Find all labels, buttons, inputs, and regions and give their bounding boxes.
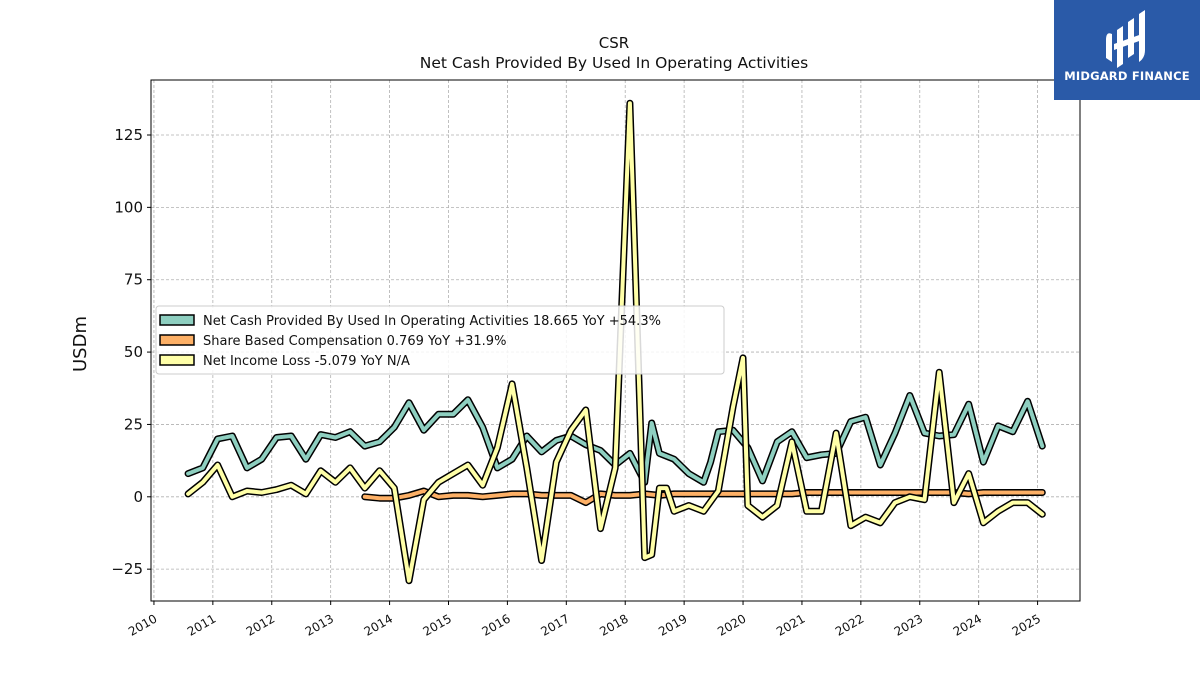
legend-item: Net Cash Provided By Used In Operating A…: [159, 314, 661, 329]
legend-label: Net Income Loss -5.079 YoY N/A: [203, 354, 410, 369]
legend-label: Net Cash Provided By Used In Operating A…: [203, 314, 661, 329]
x-tick-label: 2016: [479, 611, 512, 638]
legend-item: Net Income Loss -5.079 YoY N/A: [159, 354, 410, 369]
y-tick-label: 0: [133, 488, 143, 506]
y-tick-label: −25: [111, 560, 143, 578]
series-line-share-based-compensation: [362, 489, 1045, 505]
y-tick-label: 50: [124, 343, 143, 361]
y-tick-label: 125: [114, 126, 143, 144]
x-tick-label: 2022: [833, 611, 866, 638]
x-tick-label: 2024: [951, 611, 984, 638]
x-tick-label: 2012: [244, 611, 277, 638]
x-tick-label: 2017: [538, 611, 571, 638]
x-ticks: 2010 2011 2012 2013 2014 2015 2016 2017 2018 2019…: [126, 601, 1043, 639]
legend-swatch: [159, 314, 195, 326]
series-line-net-cash-provided-by-used-in-operating-activities: [186, 393, 1045, 485]
x-tick-label: 2019: [656, 611, 689, 638]
x-tick-label: 2021: [774, 611, 807, 638]
legend-label: Share Based Compensation 0.769 YoY +31.9…: [203, 334, 506, 349]
x-tick-label: 2014: [362, 611, 395, 638]
x-tick-label: 2025: [1010, 611, 1043, 638]
y-axis-label: USDm: [70, 316, 91, 372]
legend-swatch: [159, 334, 195, 346]
x-tick-label: 2015: [421, 611, 454, 638]
plot-frame: [150, 79, 1081, 602]
y-ticks: −25 0 25 50 75 100 125: [111, 126, 151, 578]
x-tick-label: 2020: [715, 611, 748, 638]
x-tick-label: 2023: [892, 611, 925, 638]
logo-mark-icon: [1106, 10, 1145, 68]
legend: Net Cash Provided By Used In Operating A…: [155, 305, 725, 375]
chart-subtitle: Net Cash Provided By Used In Operating A…: [420, 54, 808, 72]
legend-swatch: [159, 354, 195, 366]
x-tick-label: 2013: [303, 611, 336, 638]
legend-item: Share Based Compensation 0.769 YoY +31.9…: [159, 334, 506, 349]
y-tick-label: 75: [124, 271, 143, 289]
chart-title: CSR: [599, 34, 629, 52]
x-tick-label: 2010: [126, 611, 159, 638]
midgard-finance-logo: MIDGARD FINANCE: [1054, 0, 1200, 100]
x-tick-label: 2011: [185, 611, 218, 638]
logo-text: MIDGARD FINANCE: [1064, 69, 1190, 83]
legend-box: [155, 305, 725, 375]
x-tick-label: 2018: [597, 611, 630, 638]
y-tick-label: 100: [114, 198, 143, 216]
y-tick-label: 25: [124, 415, 143, 433]
